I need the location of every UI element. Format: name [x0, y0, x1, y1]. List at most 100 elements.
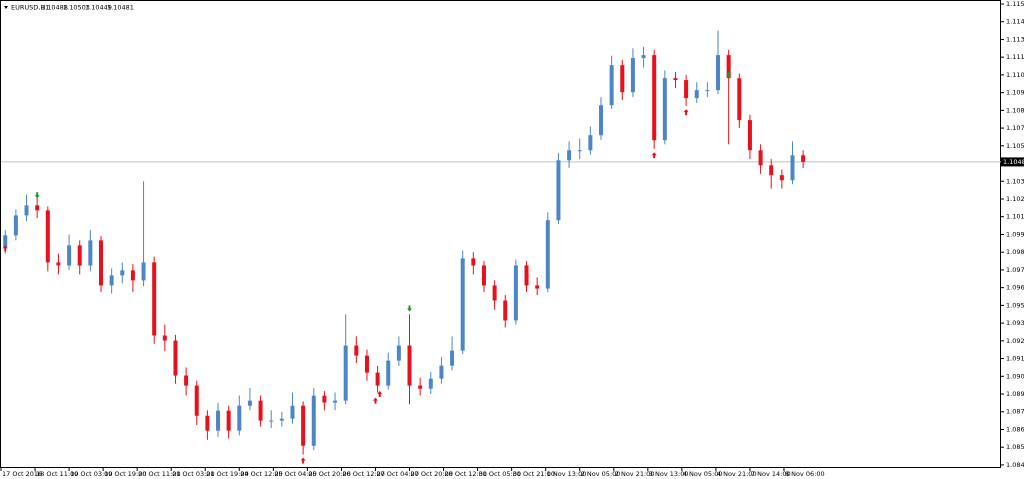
y-tick-label: 1.10230 — [1006, 195, 1024, 203]
candle-body — [205, 415, 210, 431]
x-tick-label: 4 Nov 21:00 — [717, 470, 757, 478]
candle-body — [77, 245, 82, 266]
candle-body — [439, 365, 444, 379]
x-tick-label: 27 Oct 04:00 — [376, 470, 418, 478]
signal-arrow — [407, 305, 413, 312]
candle-body — [13, 215, 18, 236]
x-tick-label: 21 Oct 19:00 — [206, 470, 248, 478]
y-tick-label: 1.09390 — [1006, 319, 1024, 327]
candle-body — [301, 405, 306, 446]
candle-body — [375, 372, 380, 386]
candle-body — [194, 385, 199, 416]
y-tick-label: 1.10710 — [1006, 124, 1024, 132]
candle-body — [545, 220, 550, 289]
candle-body — [737, 78, 742, 121]
x-tick-label: 1 Nov 13:00 — [547, 470, 587, 478]
y-tick-label: 1.10830 — [1006, 106, 1024, 114]
x-tick-label: 31 Oct 05:00 — [479, 470, 521, 478]
candle-body — [652, 55, 657, 141]
candle-body — [130, 270, 135, 281]
candle-body — [3, 235, 8, 248]
header-value: 1.10481 — [107, 4, 134, 12]
candle-body — [216, 410, 221, 431]
candle-body — [503, 300, 508, 321]
candle-body — [758, 150, 763, 166]
candle-body — [705, 90, 710, 92]
candle-body — [630, 58, 635, 93]
candle-body — [120, 270, 125, 276]
candle-body — [492, 285, 497, 301]
candle-body — [333, 400, 338, 403]
candle-body — [45, 210, 50, 263]
x-tick-label: 31 Oct 21:00 — [513, 470, 555, 478]
candle-body — [716, 55, 721, 91]
candle-body — [769, 165, 774, 176]
x-tick-label: 17 Oct 2016 — [2, 470, 42, 478]
candle-body — [99, 240, 103, 286]
y-tick-label: 1.11430 — [1006, 18, 1024, 26]
y-tick-label: 1.10110 — [1006, 213, 1024, 221]
x-tick-label: 2 Nov 05:00 — [581, 470, 621, 478]
candle-body — [343, 345, 348, 401]
candle-body — [141, 262, 146, 281]
signal-arrow — [34, 192, 40, 199]
candle-body — [609, 65, 614, 106]
candle-body — [620, 65, 625, 93]
x-tick-label: 25 Oct 20:00 — [308, 470, 350, 478]
candle-body — [641, 55, 646, 59]
candle-body — [269, 420, 274, 422]
x-tick-label: 20 Oct 11:00 — [138, 470, 180, 478]
candle-body — [237, 405, 242, 431]
x-tick-label: 2 Nov 21:00 — [615, 470, 655, 478]
candle-body — [24, 205, 29, 216]
candle-body — [662, 78, 667, 141]
header-value: 1.10449 — [85, 4, 112, 12]
y-tick-label: 1.11550 — [1006, 0, 1024, 8]
candle-body — [364, 355, 369, 373]
candle-body — [428, 378, 433, 389]
y-tick-label: 1.09990 — [1006, 230, 1024, 238]
candle-body — [396, 345, 401, 361]
candle-body — [524, 265, 529, 286]
y-tick-label: 1.08670 — [1006, 425, 1024, 433]
candle-body — [471, 258, 476, 266]
y-tick-label: 1.10590 — [1006, 142, 1024, 150]
y-tick-label: 1.09870 — [1006, 248, 1024, 256]
x-tick-label: 8 Nov 06:00 — [785, 470, 825, 478]
candle-body — [684, 80, 689, 99]
x-tick-label: 24 Oct 12:00 — [240, 470, 282, 478]
y-tick-label: 1.11190 — [1006, 53, 1024, 61]
candle-body — [322, 395, 327, 403]
current-price-box — [1001, 157, 1024, 167]
signal-arrow — [651, 152, 657, 159]
x-tick-label: 3 Nov 13:00 — [649, 470, 689, 478]
header-value: 1.10488 — [41, 4, 68, 12]
menu-triangle — [4, 6, 8, 9]
candle-body — [556, 160, 561, 221]
candle-body — [173, 340, 178, 376]
signal-arrow — [2, 245, 8, 252]
candle-body — [354, 345, 359, 356]
y-tick-label: 1.11070 — [1006, 71, 1024, 79]
y-tick-label: 1.09750 — [1006, 266, 1024, 274]
y-tick-label: 1.08430 — [1006, 461, 1024, 469]
x-tick-label: 19 Oct 03:00 — [70, 470, 112, 478]
candle-body — [247, 400, 252, 406]
candle-body — [35, 205, 40, 211]
symbol-title: EURUSD,H1 — [11, 4, 49, 12]
candle-body — [599, 105, 603, 136]
current-price-label: 1.10481 — [1003, 158, 1024, 166]
y-tick-label: 1.11310 — [1006, 35, 1024, 43]
candle-body — [418, 385, 423, 389]
candle-body — [290, 405, 295, 419]
signal-arrow — [683, 109, 689, 116]
signal-arrow — [726, 72, 732, 79]
candle-body — [460, 258, 465, 351]
x-tick-label: 7 Nov 14:00 — [751, 470, 791, 478]
candle-body — [673, 78, 678, 81]
header-value: 1.10503 — [63, 4, 90, 12]
candle-body — [481, 265, 486, 286]
x-tick-label: 26 Oct 12:00 — [342, 470, 384, 478]
